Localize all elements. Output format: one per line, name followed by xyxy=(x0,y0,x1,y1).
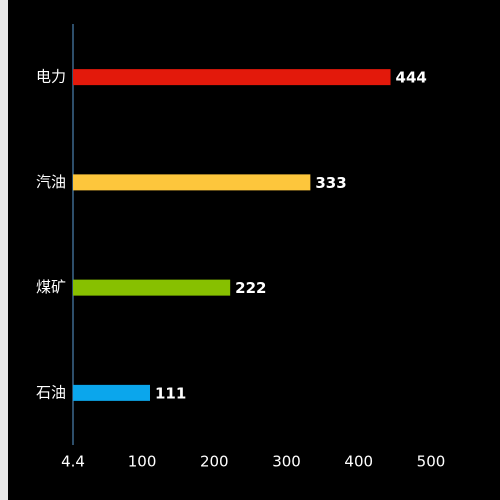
y-tick-label: 汽油 xyxy=(36,173,66,191)
bar xyxy=(73,174,311,191)
value-label: 111 xyxy=(155,384,186,402)
side-strip xyxy=(0,0,8,500)
x-tick-label: 400 xyxy=(344,453,373,471)
value-label: 444 xyxy=(396,69,427,87)
value-label: 222 xyxy=(235,279,266,297)
y-tick-label: 煤矿 xyxy=(36,278,66,296)
bar xyxy=(73,69,391,86)
x-tick-label: 500 xyxy=(417,453,446,471)
bar xyxy=(73,279,231,296)
x-tick-label: 100 xyxy=(128,453,157,471)
bar xyxy=(73,384,151,401)
y-tick-label: 电力 xyxy=(36,68,66,86)
x-tick-label: 300 xyxy=(272,453,301,471)
y-tick-label: 石油 xyxy=(36,383,66,401)
value-label: 333 xyxy=(315,174,346,192)
x-tick-label: 4.4 xyxy=(61,453,85,471)
x-tick-label: 200 xyxy=(200,453,229,471)
